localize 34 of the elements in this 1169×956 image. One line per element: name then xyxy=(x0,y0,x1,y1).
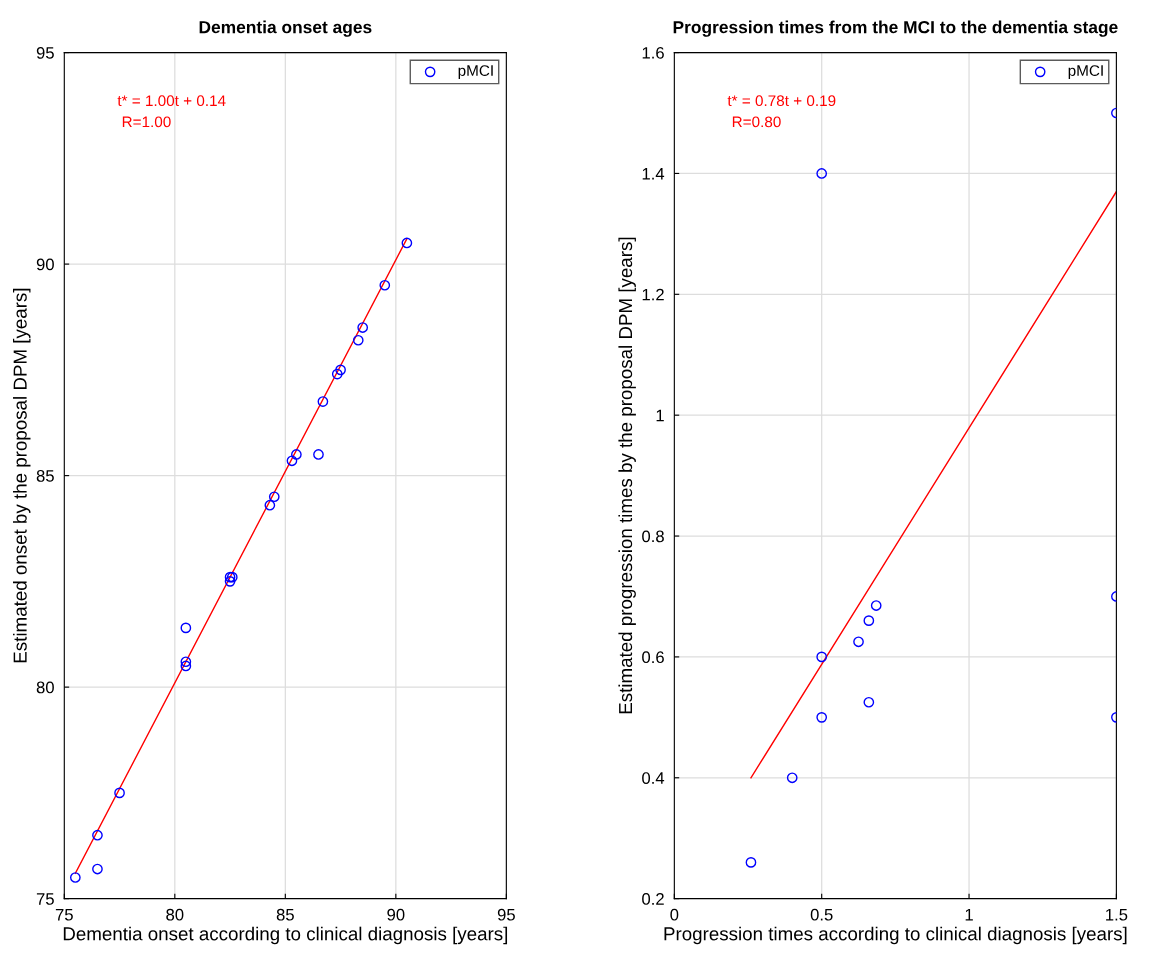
y-tick-label: 75 xyxy=(36,893,54,905)
chart-title: Dementia onset ages xyxy=(199,20,372,37)
legend-label: pMCI xyxy=(458,65,493,80)
y-tick-label: 0.4 xyxy=(642,772,665,784)
y-tick-label: 1.4 xyxy=(642,168,665,180)
y-axis-title: Estimated onset by the proposal DPM [years] xyxy=(13,288,31,663)
chart-title: Progression times from the MCI to the dementia stage xyxy=(673,20,1118,37)
x-tick-label: 0 xyxy=(670,908,679,921)
y-axis-title: Estimated progression times by the proposal DPM [years] xyxy=(618,237,636,714)
y-tick-label: 95 xyxy=(36,46,54,59)
y-tick-label: 1 xyxy=(656,409,664,422)
y-tick-label: 80 xyxy=(36,681,54,694)
x-tick-label: 90 xyxy=(387,908,405,921)
x-axis-title: Dementia onset according to clinical diagnosis [years] xyxy=(63,926,508,945)
y-tick-label: 0.8 xyxy=(642,530,664,543)
y-tick-label: 85 xyxy=(36,470,54,482)
x-tick-label: 1 xyxy=(965,908,973,921)
x-tick-label: 0.5 xyxy=(810,908,833,921)
x-tick-label: 95 xyxy=(497,908,515,921)
y-tick-label: 0.2 xyxy=(642,893,664,905)
x-axis-title: Progression times according to clinical diagnosis [years] xyxy=(664,926,1127,945)
x-tick-label: 80 xyxy=(166,908,184,921)
annotation: t* = 0.78t + 0.19 xyxy=(727,95,836,107)
annotation: R=0.80 xyxy=(732,116,781,128)
x-tick-label: 85 xyxy=(276,908,294,921)
y-tick-label: 1.6 xyxy=(642,46,664,59)
annotation: t* = 1.00t + 0.14 xyxy=(117,95,226,107)
y-tick-label: 1.2 xyxy=(642,288,664,301)
y-tick-label: 90 xyxy=(36,258,54,271)
legend-label: pMCI xyxy=(1068,65,1103,80)
x-tick-label: 1.5 xyxy=(1106,908,1128,921)
annotation: R=1.00 xyxy=(122,116,171,128)
x-tick-label: 75 xyxy=(55,908,73,921)
y-tick-label: 0.6 xyxy=(642,651,664,664)
